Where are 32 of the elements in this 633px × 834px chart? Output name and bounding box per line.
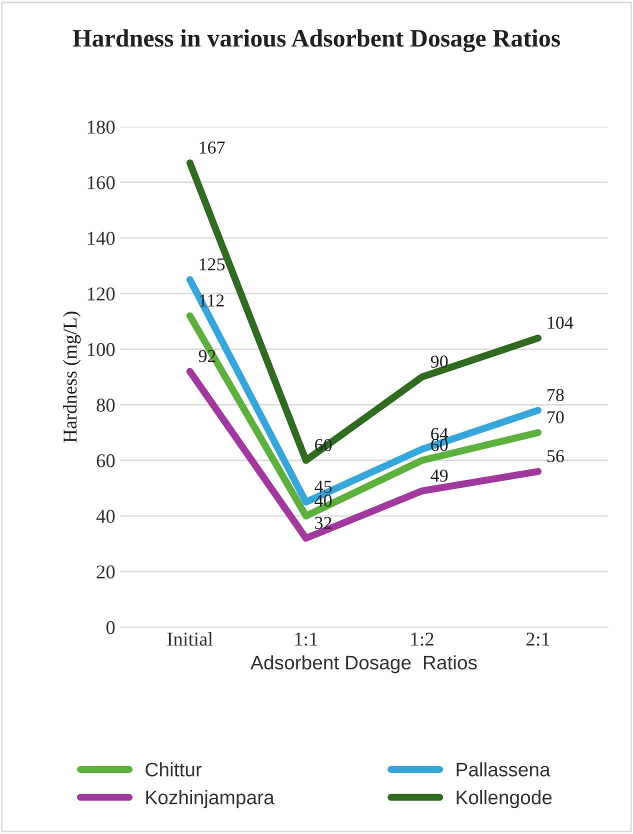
data-label: 167 (200, 142, 225, 154)
x-tick-label: Initial (167, 632, 213, 646)
data-label: 56 (547, 450, 564, 462)
data-label: 90 (430, 356, 448, 368)
data-label: 64 (431, 428, 448, 440)
data-label: 70 (548, 411, 564, 424)
y-axis-title: Hardness (mg/L) (63, 312, 81, 443)
y-tick-label: 160 (88, 176, 115, 190)
data-label: 49 (430, 470, 448, 482)
y-tick-label: 40 (96, 510, 115, 523)
y-tick-label: 0 (106, 620, 115, 634)
y-tick-label: 100 (88, 342, 115, 356)
data-label: 104 (548, 316, 574, 329)
x-tick-label: 2:1 (526, 632, 550, 646)
legend-label: Pallassena (456, 762, 550, 776)
legend-label: Kozhinjampara (146, 790, 274, 808)
y-tick-label: 120 (88, 287, 115, 301)
y-tick-label: 140 (88, 232, 115, 245)
y-tick-label: 180 (88, 120, 115, 134)
legend-label: Kollengode (456, 790, 552, 808)
data-label: 32 (315, 516, 332, 529)
x-axis-title: Adsorbent Dosage Ratios (250, 655, 477, 674)
data-label: 45 (314, 480, 332, 493)
data-label: 125 (200, 258, 225, 270)
y-tick-label: 80 (96, 398, 115, 412)
y-tick-label: 20 (96, 565, 115, 579)
y-tick-label: 60 (96, 454, 115, 468)
x-tick-label: 1:1 (295, 632, 318, 646)
x-tick-label: 1:2 (411, 632, 434, 646)
chart-title: Hardness in various Adsorbent Dosage Ratios (72, 29, 560, 52)
legend-label: Chittur (146, 762, 202, 776)
data-label: 78 (548, 388, 564, 402)
